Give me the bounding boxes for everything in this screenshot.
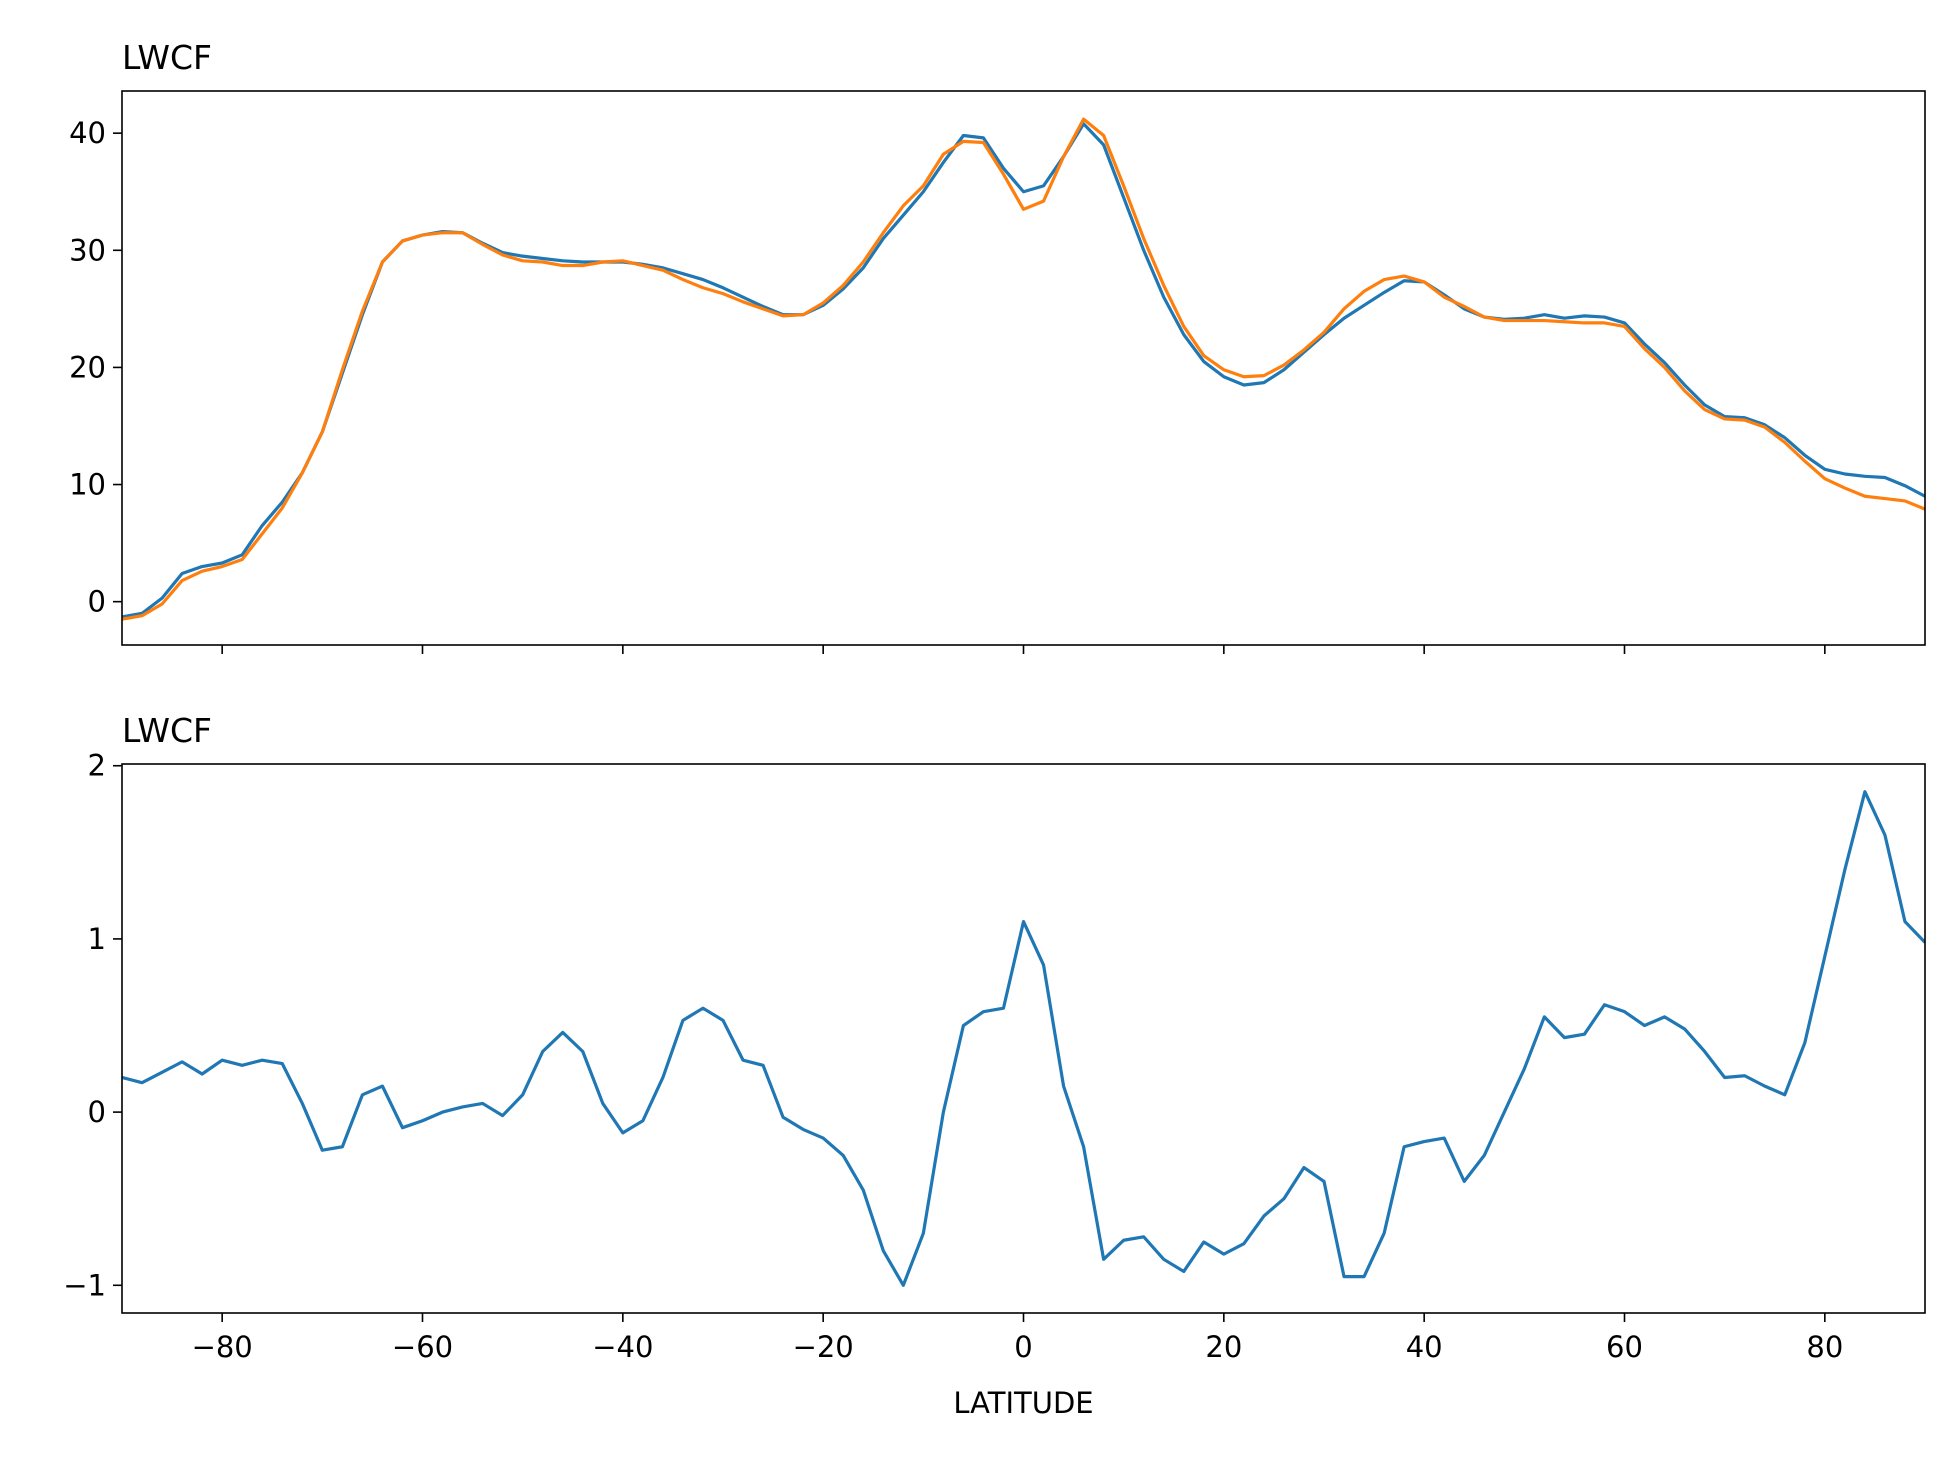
x-tick-label: −20 [793, 1330, 854, 1364]
x-tick-label: 20 [1205, 1330, 1242, 1364]
x-tick-label: 40 [1406, 1330, 1443, 1364]
x-tick-label: 60 [1606, 1330, 1643, 1364]
y-tick-label: 0 [88, 1095, 106, 1129]
y-tick-label: 0 [88, 585, 106, 619]
data-line [122, 122, 1925, 619]
x-tick-label: −80 [192, 1330, 253, 1364]
x-tick-label: −40 [592, 1330, 653, 1364]
y-tick-label: 1 [88, 922, 106, 956]
x-axis-label: LATITUDE [953, 1386, 1093, 1420]
x-tick-label: 0 [1014, 1330, 1032, 1364]
axes-frame [121, 763, 1926, 1314]
y-tick-label: 40 [69, 116, 106, 150]
x-tick-label: −60 [392, 1330, 453, 1364]
data-line [122, 117, 1925, 621]
y-tick-label: 20 [69, 350, 106, 384]
y-tick-label: 2 [88, 749, 106, 783]
y-tick-label: −1 [63, 1268, 106, 1302]
y-tick-label: 30 [69, 233, 106, 267]
panel-title: LWCF [122, 38, 212, 77]
axes-frame [121, 90, 1926, 646]
panel-title: LWCF [122, 711, 212, 750]
y-tick-label: 10 [69, 468, 106, 502]
data-line [122, 790, 1925, 1287]
x-tick-label: 80 [1806, 1330, 1843, 1364]
